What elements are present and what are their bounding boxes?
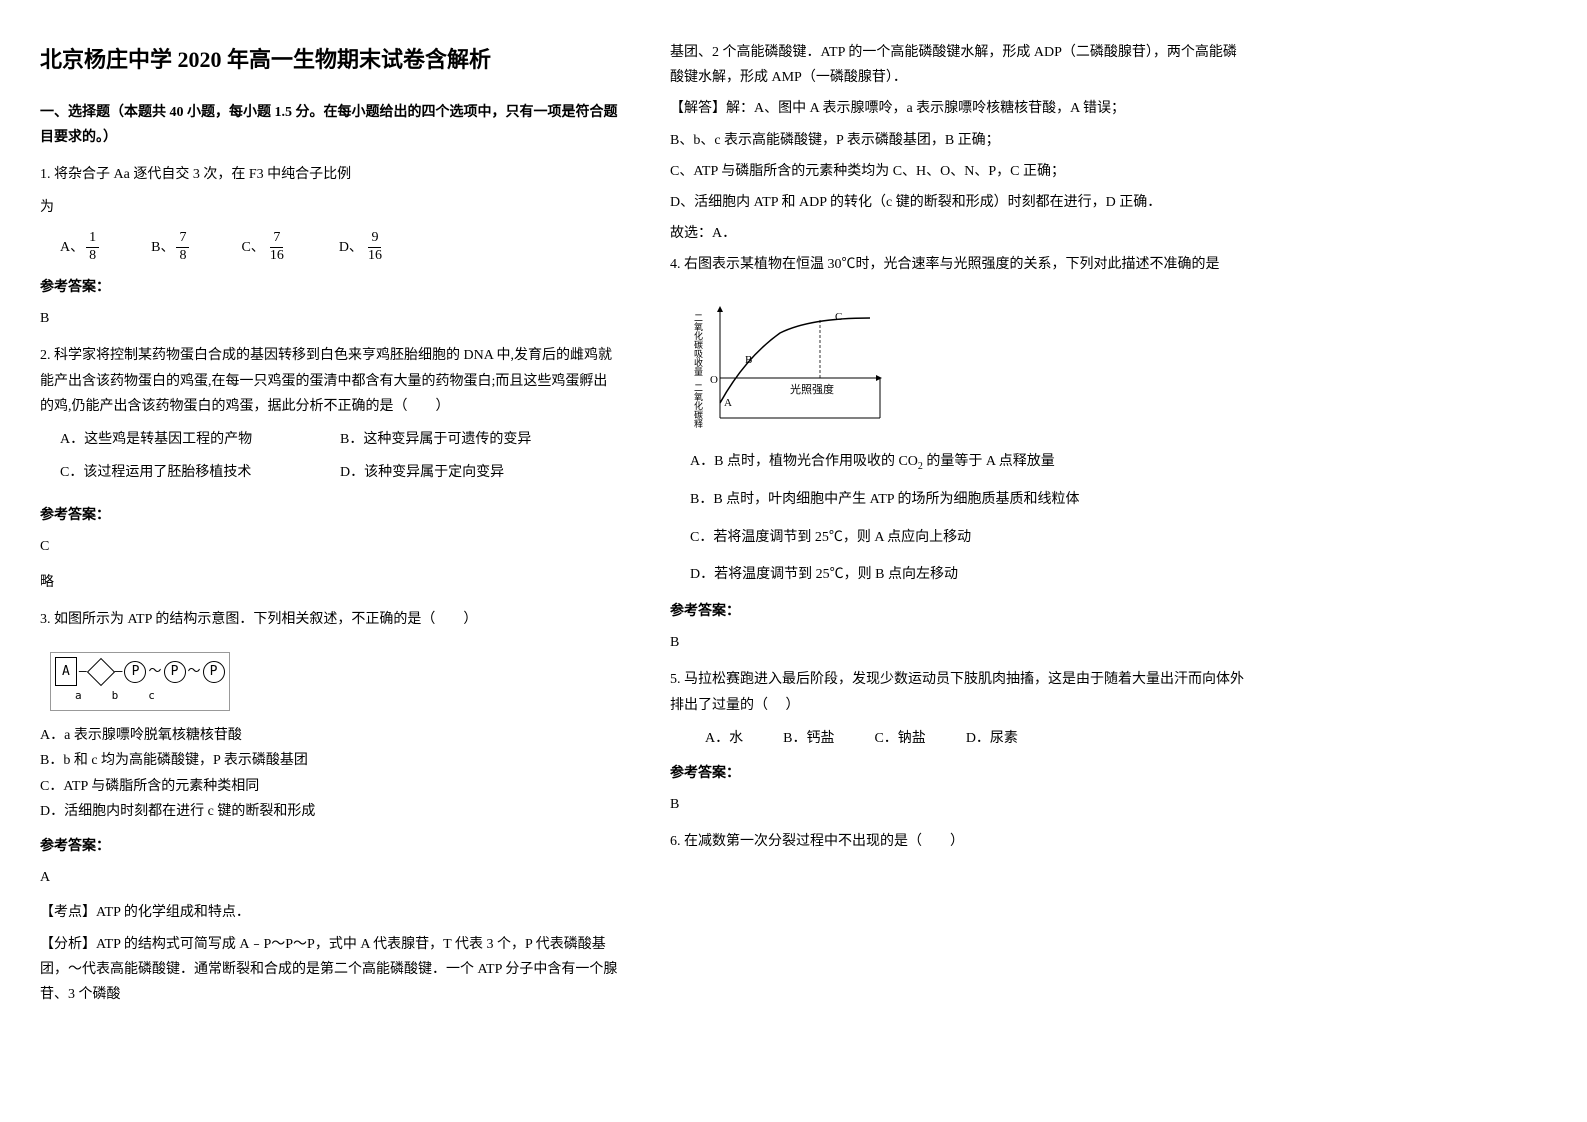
q5-option-a: A．水 xyxy=(705,726,743,751)
question-6: 6. 在减数第一次分裂过程中不出现的是（ ） xyxy=(670,829,1250,854)
q5-text: 5. 马拉松赛跑进入最后阶段，发现少数运动员下肢肌肉抽搐，这是由于随着大量出汗而… xyxy=(670,667,1250,717)
q2-explain: 略 xyxy=(40,570,620,595)
section-header: 一、选择题（本题共 40 小题，每小题 1.5 分。在每小题给出的四个选项中，只… xyxy=(40,100,620,150)
q1-option-a: A、 1 8 xyxy=(60,230,101,265)
q3-analysis-label: 【考点】ATP 的化学组成和特点． xyxy=(40,900,620,925)
q1-text: 1. 将杂合子 Aa 逐代自交 3 次，在 F3 中纯合子比例 xyxy=(40,162,620,187)
chart-xlabel: 光照强度 xyxy=(790,382,834,396)
q4-option-c: C．若将温度调节到 25℃，则 A 点应向上移动 xyxy=(690,525,1250,550)
q6-text: 6. 在减数第一次分裂过程中不出现的是（ ） xyxy=(670,829,1250,854)
q1-answer: B xyxy=(40,306,620,331)
question-5: 5. 马拉松赛跑进入最后阶段，发现少数运动员下肢肌肉抽搐，这是由于随着大量出汗而… xyxy=(670,667,1250,817)
q1-option-c: C、 7 16 xyxy=(241,230,288,265)
q3-answer-label: 参考答案： xyxy=(40,834,620,859)
atp-adenine: A xyxy=(55,657,77,686)
atp-label-c: c xyxy=(148,686,155,706)
q3-cont-6: 故选：A． xyxy=(670,221,1250,246)
q3-cont-3: B、b、c 表示高能磷酸键，P 表示磷酸基团，B 正确； xyxy=(670,128,1250,153)
chart-point-a: A xyxy=(724,397,732,409)
question-1: 1. 将杂合子 Aa 逐代自交 3 次，在 F3 中纯合子比例 为 A、 1 8… xyxy=(40,162,620,331)
q3-option-b: B．b 和 c 均为高能磷酸键，P 表示磷酸基团 xyxy=(40,748,620,773)
chart-point-b: B xyxy=(745,354,752,366)
q5-answer: B xyxy=(670,792,1250,817)
q5-answer-label: 参考答案： xyxy=(670,761,1250,786)
chart-point-c: C xyxy=(835,311,842,323)
q2-answer: C xyxy=(40,534,620,559)
q4-option-d: D．若将温度调节到 25℃，则 B 点向左移动 xyxy=(690,562,1250,587)
atp-phosphate-2: P xyxy=(164,661,186,683)
q4-option-b: B．B 点时，叶肉细胞中产生 ATP 的场所为细胞质基质和线粒体 xyxy=(690,487,1250,512)
q1-option-b: B、 7 8 xyxy=(151,230,191,265)
q3-answer: A xyxy=(40,865,620,890)
page-title: 北京杨庄中学 2020 年高一生物期末试卷含解析 xyxy=(40,40,620,80)
chart-svg: A B C O 光照强度 二氧化碳吸收量 二氧化碳释放量 xyxy=(690,298,890,428)
question-2: 2. 科学家将控制某药物蛋白合成的基因转移到白色来亨鸡胚胎细胞的 DNA 中,发… xyxy=(40,343,620,595)
atp-diagram: A — — P ～ P ～ P a b c xyxy=(50,652,230,711)
question-3: 3. 如图所示为 ATP 的结构示意图．下列相关叙述，不正确的是（ ） A — … xyxy=(40,607,620,1007)
right-column: 基团、2 个高能磷酸键．ATP 的一个高能磷酸键水解，形成 ADP（二磷酸腺苷）… xyxy=(670,40,1250,1019)
q1-options: A、 1 8 B、 7 8 C、 7 xyxy=(40,230,620,265)
chart-ylabel-bottom: 二氧化碳释放量 xyxy=(693,383,703,428)
atp-label-b: b xyxy=(112,686,119,706)
q3-option-a: A．a 表示腺嘌呤脱氧核糖核苷酸 xyxy=(40,723,620,748)
q2-option-a: A．这些鸡是转基因工程的产物 xyxy=(60,427,340,452)
q5-option-b: B．钙盐 xyxy=(783,726,834,751)
q3-text: 3. 如图所示为 ATP 的结构示意图．下列相关叙述，不正确的是（ ） xyxy=(40,607,620,632)
q4-answer: B xyxy=(670,630,1250,655)
q2-option-d: D．该种变异属于定向变异 xyxy=(340,460,620,485)
q3-cont-5: D、活细胞内 ATP 和 ADP 的转化（c 键的断裂和形成）时刻都在进行，D … xyxy=(670,190,1250,215)
chart-ylabel-top: 二氧化碳吸收量 xyxy=(693,313,703,376)
q3-analysis-1: 【分析】ATP 的结构式可简写成 A﹣P～P～P，式中 A 代表腺苷，T 代表 … xyxy=(40,932,620,1008)
q3-option-d: D．活细胞内时刻都在进行 c 键的断裂和形成 xyxy=(40,799,620,824)
q4-text: 4. 右图表示某植物在恒温 30℃时，光合速率与光照强度的关系，下列对此描述不准… xyxy=(670,252,1250,277)
q3-cont-4: C、ATP 与磷脂所含的元素种类均为 C、H、O、N、P，C 正确； xyxy=(670,159,1250,184)
q4-answer-label: 参考答案： xyxy=(670,599,1250,624)
q5-options: A．水 B．钙盐 C．钠盐 D．尿素 xyxy=(670,726,1250,751)
q1-answer-label: 参考答案： xyxy=(40,275,620,300)
q2-option-b: B．这种变异属于可遗传的变异 xyxy=(340,427,620,452)
photosynthesis-chart: A B C O 光照强度 二氧化碳吸收量 二氧化碳释放量 xyxy=(690,298,890,437)
atp-phosphate-1: P xyxy=(124,661,146,683)
q1-option-d: D、 9 16 xyxy=(339,230,387,265)
q3-cont-2: 【解答】解：A、图中 A 表示腺嘌呤，a 表示腺嘌呤核糖核苷酸，A 错误； xyxy=(670,96,1250,121)
chart-origin: O xyxy=(710,374,718,386)
atp-label-a: a xyxy=(75,686,82,706)
q2-answer-label: 参考答案： xyxy=(40,503,620,528)
q2-text: 2. 科学家将控制某药物蛋白合成的基因转移到白色来亨鸡胚胎细胞的 DNA 中,发… xyxy=(40,343,620,419)
q1-text2: 为 xyxy=(40,195,620,220)
question-4: 4. 右图表示某植物在恒温 30℃时，光合速率与光照强度的关系，下列对此描述不准… xyxy=(670,252,1250,655)
q5-option-d: D．尿素 xyxy=(966,726,1018,751)
q3-option-c: C．ATP 与磷脂所含的元素种类相同 xyxy=(40,774,620,799)
left-column: 北京杨庄中学 2020 年高一生物期末试卷含解析 一、选择题（本题共 40 小题… xyxy=(40,40,620,1019)
q2-option-c: C．该过程运用了胚胎移植技术 xyxy=(60,460,340,485)
atp-ribose xyxy=(87,658,115,686)
q4-options: A．B 点时，植物光合作用吸收的 CO2 的量等于 A 点释放量 B．B 点时，… xyxy=(670,449,1250,587)
q3-cont-1: 基团、2 个高能磷酸键．ATP 的一个高能磷酸键水解，形成 ADP（二磷酸腺苷）… xyxy=(670,40,1250,90)
q5-option-c: C．钠盐 xyxy=(874,726,925,751)
atp-phosphate-3: P xyxy=(203,661,225,683)
q2-options: A．这些鸡是转基因工程的产物 B．这种变异属于可遗传的变异 C．该过程运用了胚胎… xyxy=(40,427,620,493)
q4-option-a: A．B 点时，植物光合作用吸收的 CO2 的量等于 A 点释放量 xyxy=(690,449,1250,476)
